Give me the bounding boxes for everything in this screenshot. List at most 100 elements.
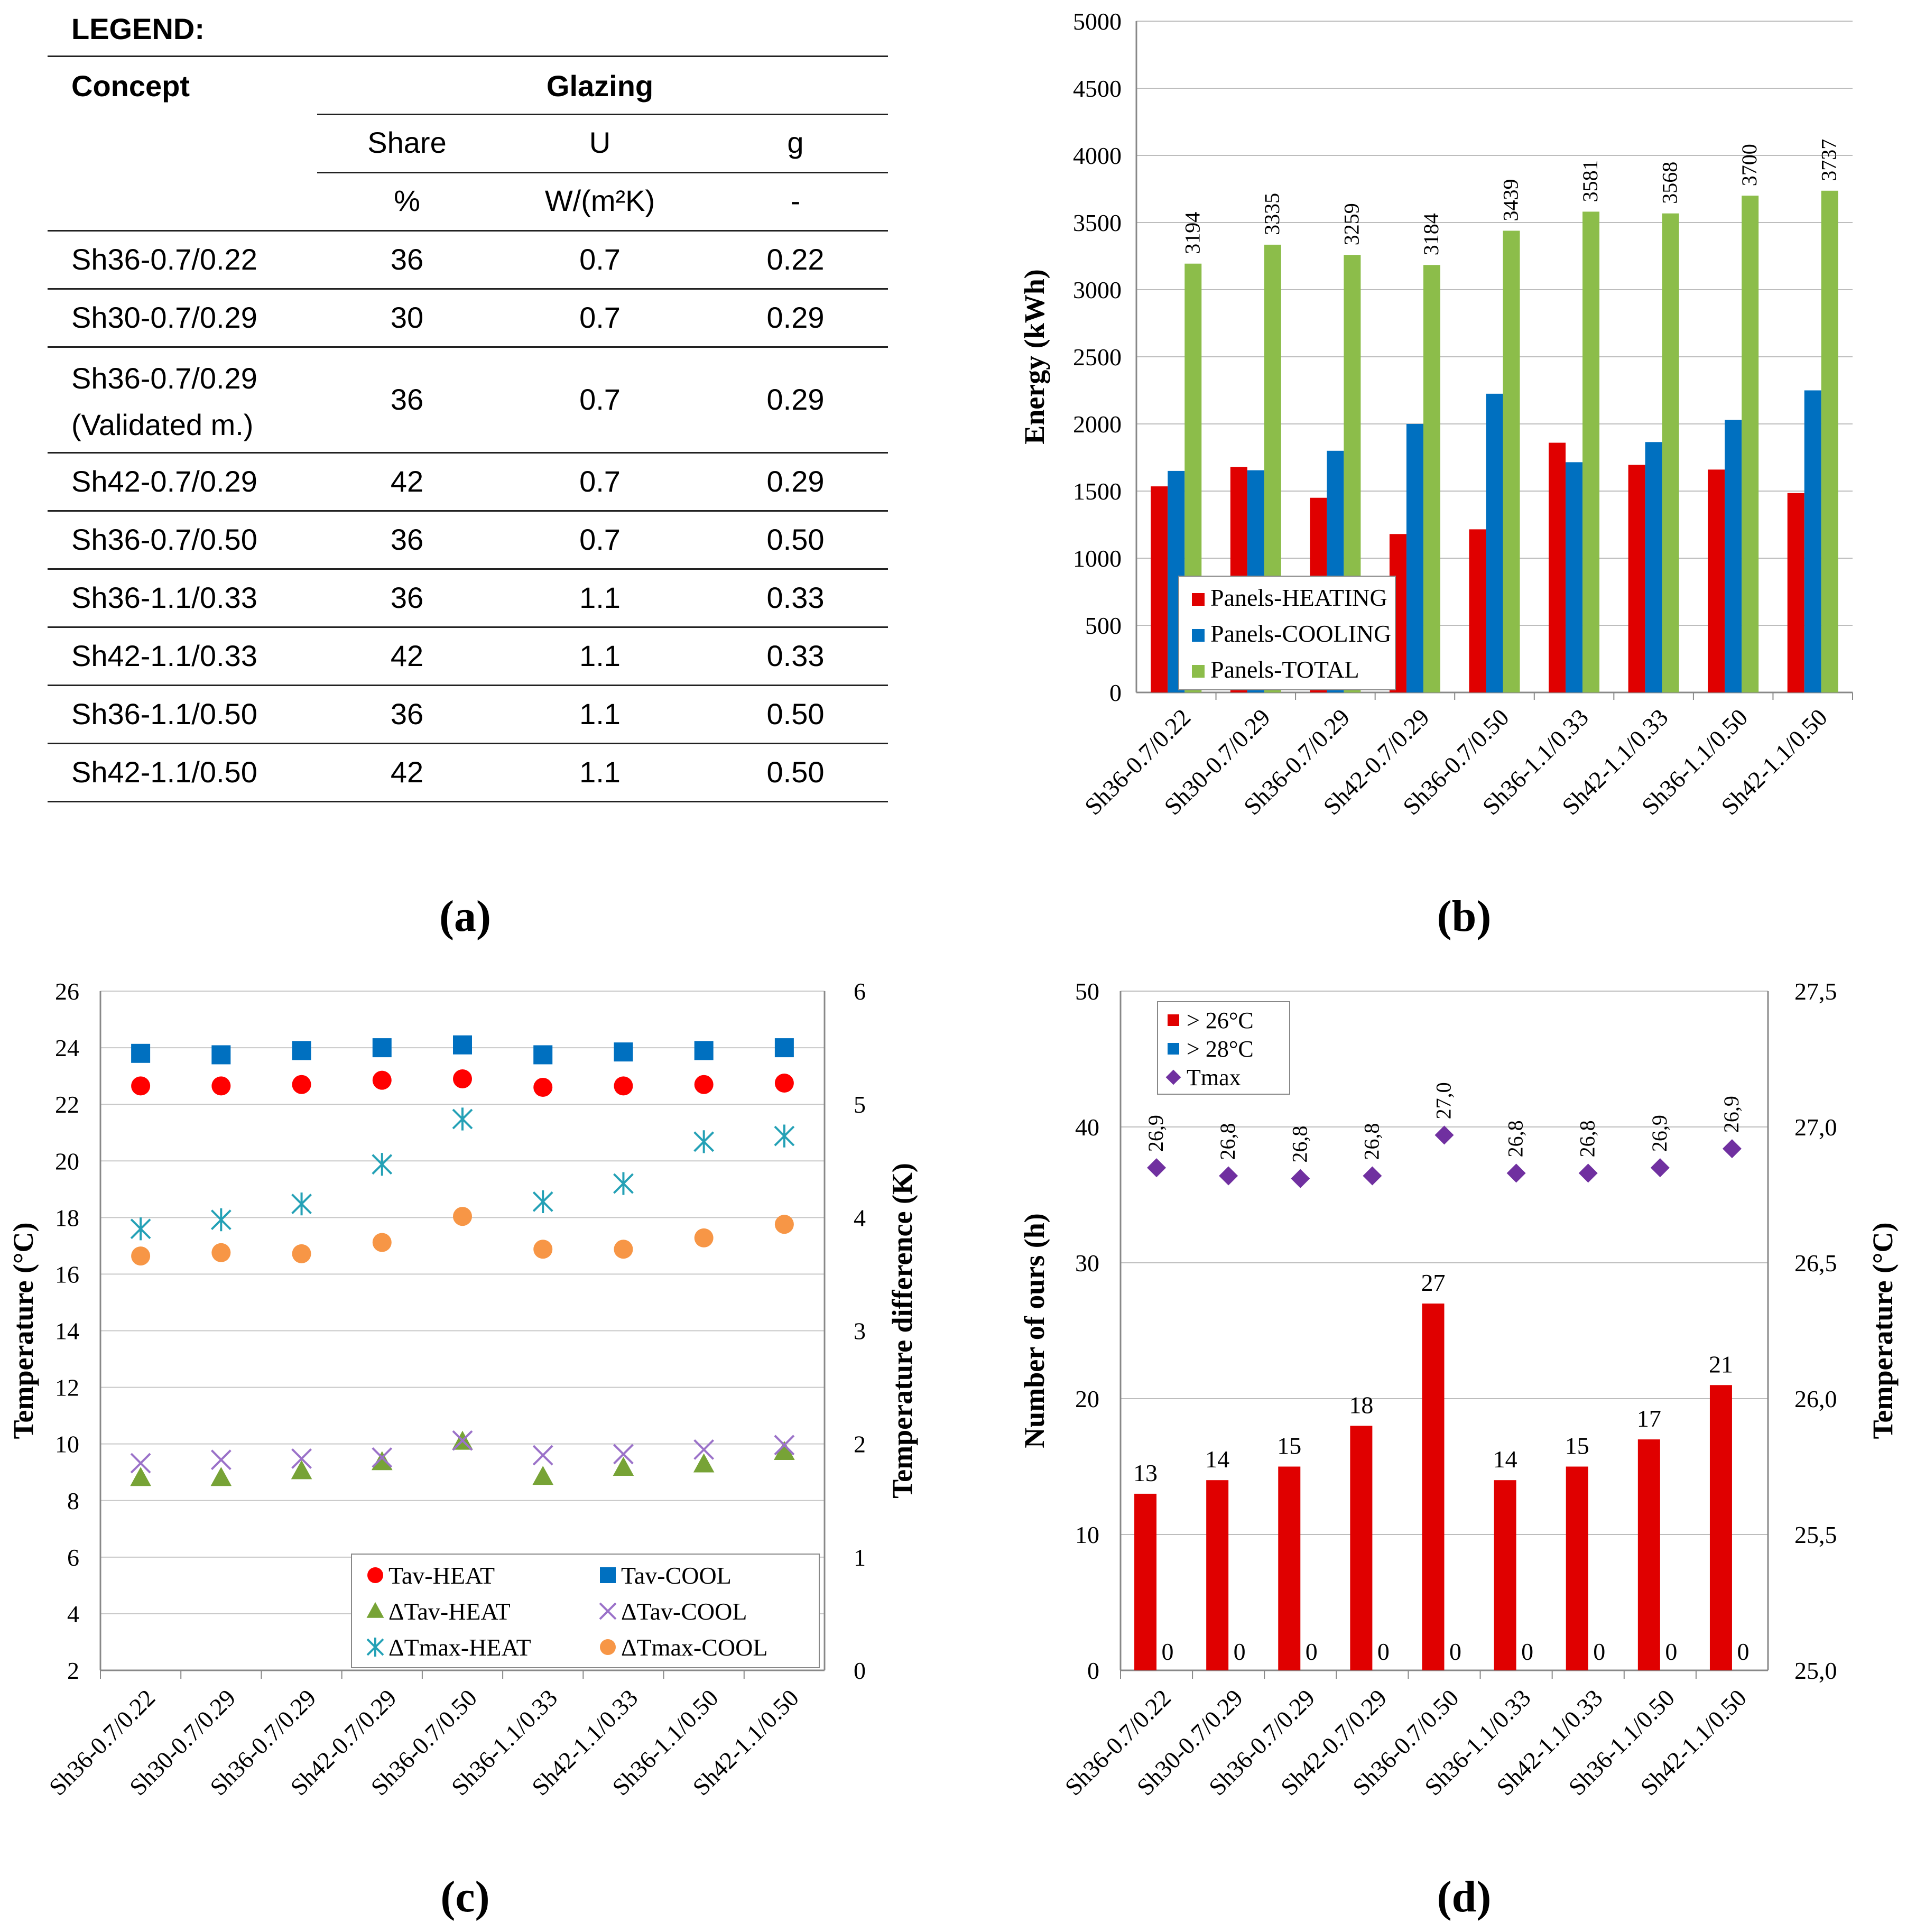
y2-tick-label: 5 (854, 1091, 866, 1118)
bar-panels-cooling (1406, 424, 1423, 692)
caption-c: (c) (440, 1872, 490, 1921)
point-tav-heat (453, 1069, 472, 1088)
data-label: 26,8 (1288, 1126, 1311, 1163)
bar-panels-heating (1628, 465, 1645, 692)
legend-marker (600, 1639, 616, 1655)
y-tick-label: 40 (1075, 1114, 1099, 1141)
y-tick-label: 2500 (1073, 344, 1122, 371)
u-value-cell: 0.7 (579, 383, 621, 416)
table-row-rule (48, 452, 888, 454)
data-label: 3439 (1499, 179, 1523, 221)
y-tick-label: 22 (55, 1091, 79, 1118)
y-tick-label: 1500 (1073, 478, 1122, 505)
concept-cell: Sh30-0.7/0.29 (71, 301, 257, 334)
bar-panels-heating (1151, 486, 1168, 692)
data-label: 26,9 (1647, 1115, 1671, 1152)
unit-g: - (790, 184, 801, 217)
u-value-cell: 1.1 (579, 697, 621, 731)
point--tmax-cool (694, 1228, 714, 1247)
legend-table-panel: LEGEND: Concept Glazing Share U g % W/(m… (48, 0, 893, 825)
bar-panels-cooling (1645, 442, 1662, 692)
point-tmax (1219, 1166, 1238, 1186)
data-label: 17 (1637, 1405, 1661, 1432)
bar-panels-heating (1469, 529, 1486, 692)
legend-label: ΔTmax-HEAT (388, 1634, 531, 1661)
y-tick-label: 3000 (1073, 276, 1122, 303)
share-cell: 36 (390, 383, 424, 416)
y-tick-label: 4500 (1073, 75, 1122, 102)
bar-panels-cooling (1804, 390, 1821, 692)
point-tav-heat (614, 1076, 633, 1096)
y-tick-label: 10 (55, 1431, 79, 1458)
share-cell: 36 (390, 581, 424, 614)
concept-cell: Sh36-1.1/0.33 (71, 581, 257, 614)
table-row-rule (48, 510, 888, 512)
data-label: 3194 (1180, 212, 1204, 254)
point-tav-heat (694, 1075, 714, 1094)
bar-over-26c (1278, 1466, 1301, 1670)
data-label: 15 (1565, 1432, 1589, 1459)
data-label: 3700 (1737, 144, 1761, 186)
data-label: 13 (1133, 1459, 1158, 1486)
legend-swatch (1168, 1043, 1179, 1055)
legend-label: ΔTmax-COOL (621, 1634, 767, 1661)
data-label: 26,8 (1216, 1123, 1239, 1160)
data-label: 26,9 (1144, 1115, 1168, 1152)
y-tick-label: 1000 (1073, 545, 1122, 572)
caption-b: (b) (1437, 892, 1492, 941)
y-tick-label: 12 (55, 1374, 79, 1401)
data-label: 3568 (1658, 162, 1682, 204)
concept-cell: Sh36-0.7/0.50 (71, 523, 257, 556)
legend-label: > 26°C (1187, 1007, 1254, 1033)
y-tick-label: 14 (55, 1318, 79, 1345)
y-tick-label: 4000 (1073, 142, 1122, 169)
table-row-rule (48, 801, 888, 802)
y-tick-label: 2000 (1073, 411, 1122, 438)
point--tav-cool (372, 1447, 393, 1468)
data-label: 26,9 (1719, 1096, 1743, 1133)
point--tav-heat (693, 1453, 715, 1473)
concept-cell: Sh42-1.1/0.50 (71, 755, 257, 789)
legend-marker (599, 1602, 617, 1620)
table-row-rule (48, 288, 888, 290)
bar-panels-total (1423, 265, 1440, 692)
point-tmax (1363, 1166, 1382, 1186)
point--tmax-heat (774, 1124, 795, 1148)
data-label: 0 (1449, 1638, 1461, 1665)
data-label: 27,0 (1432, 1082, 1456, 1119)
y2-axis-title: Temperature difference (K) (886, 1163, 918, 1499)
point-tav-cool (292, 1041, 311, 1060)
bar-over-26c (1206, 1480, 1229, 1670)
y-tick-label: 50 (1075, 978, 1099, 1005)
y2-tick-label: 26,0 (1794, 1385, 1837, 1412)
point-tmax (1650, 1158, 1670, 1178)
overheating-hours-chart: 0 10 20 30 40 50 25,0 25,5 26,0 26,5 27,0 27,5 Numbe… (1019, 978, 1899, 1800)
legend-swatch (1192, 629, 1205, 642)
legend-label: ΔTav-HEAT (388, 1598, 511, 1625)
legend-swatch (1168, 1014, 1179, 1026)
legend-marker (366, 1602, 384, 1618)
y2-tick-label: 25,5 (1794, 1521, 1837, 1548)
temperature-scatter-chart: 24681012141618202224260123456Temperature… (7, 978, 918, 1800)
bar-panels-total (1742, 196, 1759, 692)
share-cell: 42 (390, 465, 424, 498)
col-share-header: Share (367, 126, 447, 159)
bar-panels-cooling (1725, 420, 1742, 692)
bar-over-26c (1350, 1426, 1373, 1670)
table-row-rule (48, 346, 888, 348)
u-value-cell: 0.7 (579, 465, 621, 498)
g-value-cell: 0.29 (766, 383, 825, 416)
point-tav-cool (694, 1041, 714, 1060)
legend-label: > 28°C (1187, 1036, 1254, 1062)
bar-over-26c (1637, 1439, 1660, 1670)
point--tmax-heat (693, 1130, 715, 1153)
point-tav-heat (292, 1075, 311, 1094)
legend-swatch (1192, 593, 1205, 606)
data-label: 26,8 (1504, 1120, 1528, 1157)
point-tav-cool (211, 1045, 231, 1065)
point--tav-heat (371, 1451, 393, 1471)
point--tmax-cool (292, 1244, 311, 1263)
legend-label: ΔTav-COOL (621, 1598, 747, 1625)
u-value-cell: 0.7 (579, 243, 621, 276)
bar-panels-heating (1708, 469, 1725, 692)
